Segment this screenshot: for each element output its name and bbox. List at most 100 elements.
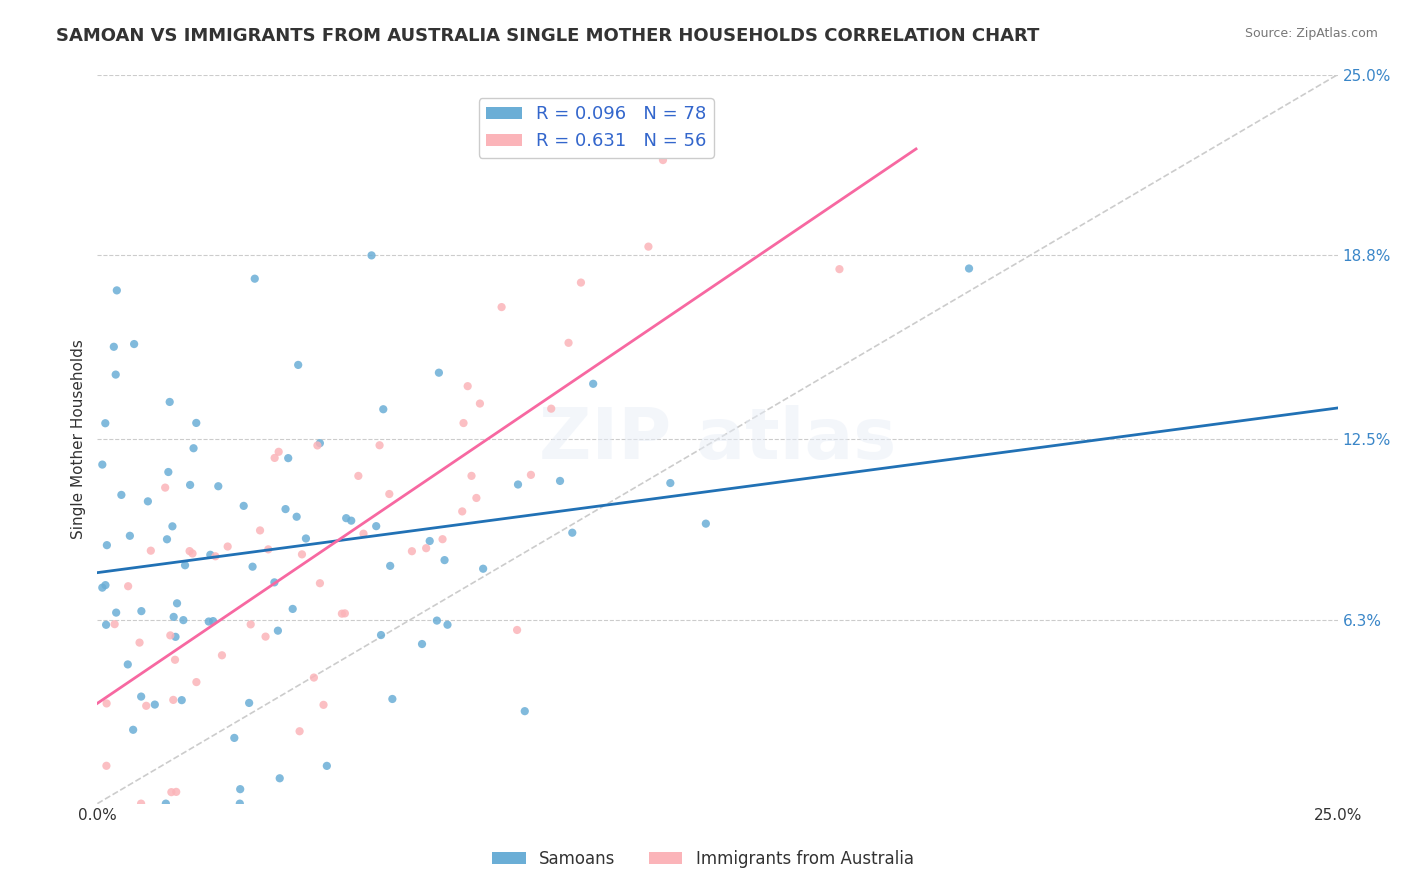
Point bbox=[569, 276, 592, 290]
Text: ZIP atlas: ZIP atlas bbox=[538, 405, 896, 474]
Point bbox=[335, 511, 357, 525]
Point bbox=[506, 623, 529, 637]
Point bbox=[204, 549, 226, 564]
Point bbox=[104, 617, 127, 632]
Point bbox=[211, 648, 233, 663]
Point bbox=[637, 239, 659, 253]
Point bbox=[110, 488, 132, 502]
Point bbox=[163, 610, 186, 624]
Point bbox=[419, 534, 441, 549]
Point bbox=[453, 416, 475, 430]
Point bbox=[129, 690, 152, 704]
Point bbox=[307, 438, 329, 452]
Point bbox=[330, 607, 353, 621]
Point bbox=[129, 797, 152, 811]
Point bbox=[157, 465, 180, 479]
Point bbox=[166, 596, 188, 610]
Point bbox=[94, 617, 117, 632]
Point bbox=[340, 514, 363, 528]
Point bbox=[263, 575, 285, 590]
Point bbox=[159, 395, 181, 409]
Point bbox=[312, 698, 335, 712]
Point bbox=[128, 635, 150, 649]
Point bbox=[378, 487, 401, 501]
Point bbox=[302, 671, 325, 685]
Point bbox=[242, 559, 264, 574]
Point bbox=[170, 693, 193, 707]
Point bbox=[239, 617, 262, 632]
Point bbox=[118, 529, 141, 543]
Point bbox=[432, 532, 454, 546]
Y-axis label: Single Mother Households: Single Mother Households bbox=[72, 339, 86, 539]
Point bbox=[160, 785, 183, 799]
Point bbox=[370, 628, 392, 642]
Point bbox=[162, 519, 184, 533]
Point bbox=[309, 436, 332, 450]
Point bbox=[165, 630, 187, 644]
Point bbox=[291, 547, 314, 561]
Point bbox=[254, 630, 277, 644]
Point bbox=[155, 797, 177, 811]
Point bbox=[117, 579, 139, 593]
Point bbox=[96, 538, 118, 552]
Point bbox=[207, 479, 229, 493]
Point bbox=[263, 450, 285, 465]
Point bbox=[257, 542, 280, 557]
Point bbox=[411, 637, 433, 651]
Point bbox=[105, 606, 128, 620]
Point bbox=[267, 444, 290, 458]
Point bbox=[373, 402, 395, 417]
Point bbox=[186, 416, 208, 430]
Point bbox=[309, 576, 332, 591]
Point bbox=[179, 478, 201, 492]
Point bbox=[582, 376, 605, 391]
Point bbox=[179, 544, 201, 558]
Point bbox=[347, 469, 370, 483]
Point bbox=[472, 562, 495, 576]
Point bbox=[287, 358, 309, 372]
Point bbox=[249, 524, 271, 538]
Point bbox=[94, 578, 117, 592]
Point bbox=[96, 759, 118, 773]
Point bbox=[506, 477, 529, 491]
Point bbox=[491, 300, 513, 314]
Point bbox=[104, 368, 127, 382]
Point bbox=[174, 558, 197, 573]
Point bbox=[957, 261, 980, 276]
Point bbox=[186, 675, 208, 690]
Point bbox=[159, 628, 181, 642]
Point bbox=[181, 547, 204, 561]
Point bbox=[143, 698, 166, 712]
Point bbox=[135, 698, 157, 713]
Point bbox=[828, 262, 851, 277]
Point bbox=[200, 548, 222, 562]
Point bbox=[281, 602, 304, 616]
Point bbox=[457, 379, 479, 393]
Point bbox=[548, 474, 571, 488]
Legend: R = 0.096   N = 78, R = 0.631   N = 56: R = 0.096 N = 78, R = 0.631 N = 56 bbox=[478, 98, 714, 158]
Point bbox=[217, 540, 239, 554]
Point bbox=[360, 248, 382, 262]
Point bbox=[468, 396, 491, 410]
Point bbox=[433, 553, 456, 567]
Point bbox=[269, 772, 291, 786]
Point bbox=[451, 504, 474, 518]
Point bbox=[415, 541, 437, 556]
Text: Source: ZipAtlas.com: Source: ZipAtlas.com bbox=[1244, 27, 1378, 40]
Point bbox=[139, 543, 162, 558]
Point bbox=[436, 617, 458, 632]
Point bbox=[243, 271, 266, 285]
Point bbox=[381, 692, 404, 706]
Point bbox=[122, 337, 145, 351]
Point bbox=[131, 604, 153, 618]
Point bbox=[368, 438, 391, 452]
Point bbox=[557, 335, 579, 350]
Point bbox=[165, 785, 187, 799]
Point bbox=[136, 494, 159, 508]
Point bbox=[380, 558, 402, 573]
Point bbox=[426, 614, 449, 628]
Point bbox=[315, 759, 337, 773]
Point bbox=[163, 653, 186, 667]
Point bbox=[156, 533, 179, 547]
Point bbox=[460, 468, 482, 483]
